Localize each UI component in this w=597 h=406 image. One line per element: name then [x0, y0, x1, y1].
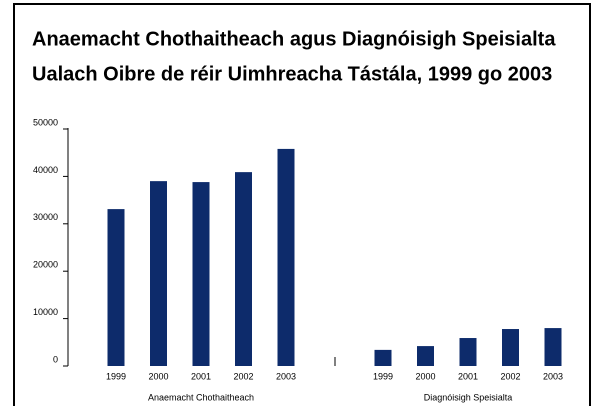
chart-title: Anaemacht Chothaitheach agus Diagnóisigh…	[32, 28, 556, 50]
bar	[459, 338, 477, 366]
bar	[277, 148, 295, 366]
bar	[150, 181, 167, 366]
y-tick-label: 30000	[33, 212, 58, 222]
x-tick-label: 2000	[415, 371, 435, 381]
group-label: Diagnóisigh Speisialta	[424, 392, 513, 402]
bar	[374, 349, 392, 366]
x-tick-label: 1999	[106, 371, 126, 381]
bar	[417, 346, 434, 366]
bar	[544, 328, 562, 366]
y-tick-label: 10000	[33, 307, 58, 317]
x-tick-label: 2001	[191, 371, 211, 381]
x-tick-label: 2003	[543, 371, 563, 381]
group-label: Anaemacht Chothaitheach	[148, 392, 254, 402]
y-tick-label: 0	[53, 354, 58, 364]
x-tick-label: 2003	[276, 371, 296, 381]
x-tick-label: 2000	[148, 371, 168, 381]
x-tick-label: 2002	[233, 371, 253, 381]
chart-title: Ualach Oibre de réir Uimhreacha Tástála,…	[32, 63, 552, 85]
x-tick-label: 1999	[373, 371, 393, 381]
bar	[107, 209, 125, 366]
bar	[192, 182, 210, 366]
y-tick-label: 40000	[33, 165, 58, 175]
y-tick-label: 20000	[33, 260, 58, 270]
x-tick-label: 2001	[458, 371, 478, 381]
x-tick-label: 2002	[500, 371, 520, 381]
frame	[13, 3, 591, 406]
bar	[502, 329, 519, 366]
bar	[235, 172, 252, 366]
y-tick-label: 50000	[33, 117, 58, 127]
